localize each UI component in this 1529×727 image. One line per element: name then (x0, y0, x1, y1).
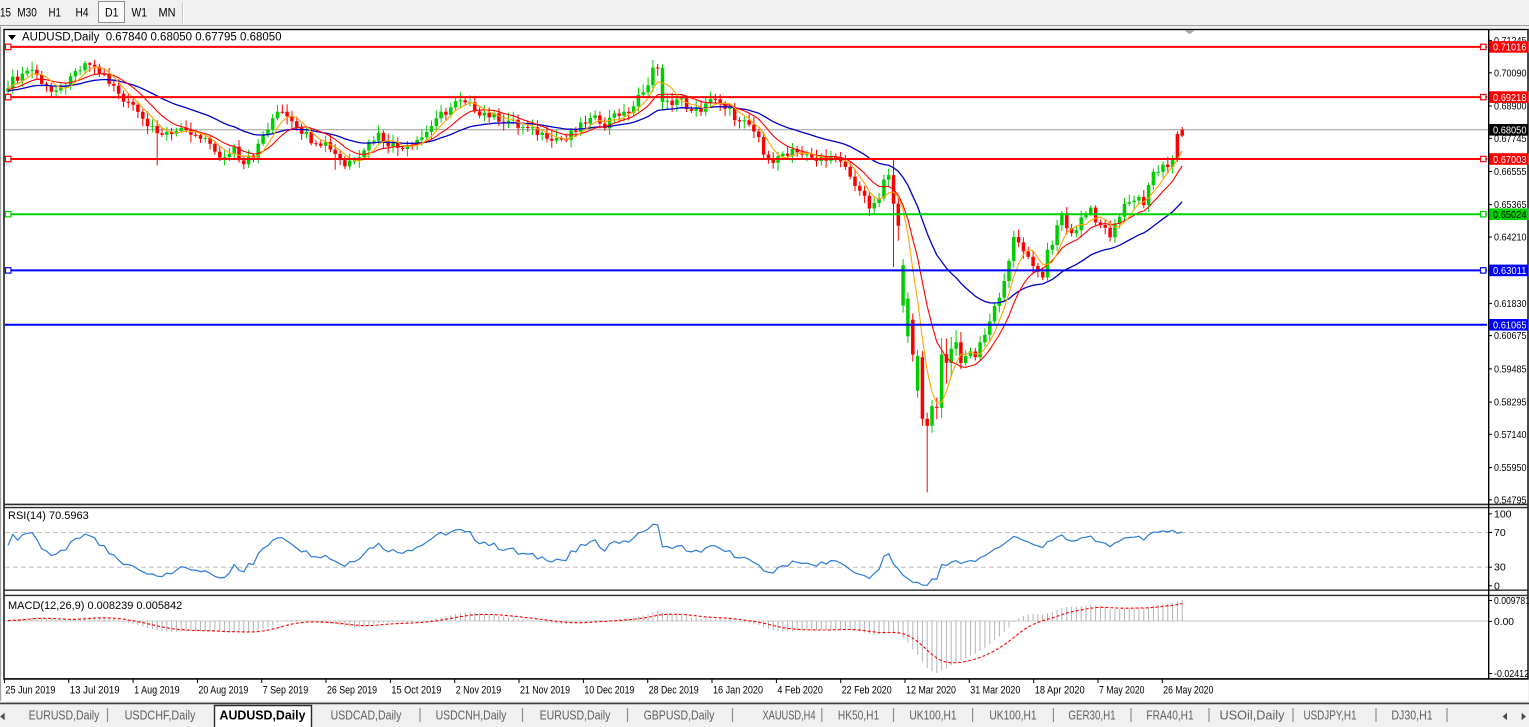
svg-text:EURUSD,Daily: EURUSD,Daily (29, 709, 100, 723)
svg-text:USOil,Daily: USOil,Daily (1220, 709, 1286, 723)
svg-text:0: 0 (1494, 580, 1500, 592)
svg-text:22 Feb 2020: 22 Feb 2020 (842, 685, 892, 697)
svg-text:HK50,H1: HK50,H1 (838, 709, 879, 723)
svg-text:UK100,H1: UK100,H1 (909, 709, 956, 723)
svg-text:0.57140: 0.57140 (1494, 429, 1527, 441)
svg-text:0.71016: 0.71016 (1493, 42, 1527, 54)
svg-text:0.70090: 0.70090 (1494, 67, 1527, 79)
svg-text:0.63011: 0.63011 (1493, 265, 1527, 277)
svg-text:0.69218: 0.69218 (1493, 92, 1527, 104)
svg-text:XAUUSD,H4: XAUUSD,H4 (762, 709, 815, 723)
svg-text:15: 15 (0, 8, 11, 20)
svg-text:0.65365: 0.65365 (1494, 199, 1527, 211)
svg-text:0.68900: 0.68900 (1494, 101, 1527, 113)
svg-text:MN: MN (159, 8, 176, 20)
svg-text:0.65024: 0.65024 (1493, 209, 1527, 221)
svg-text:0.66555: 0.66555 (1494, 166, 1527, 178)
svg-text:18 Apr 2020: 18 Apr 2020 (1035, 685, 1085, 697)
svg-text:100: 100 (1494, 508, 1512, 520)
svg-text:DJ30,H1: DJ30,H1 (1391, 709, 1432, 723)
svg-text:AUDUSD,Daily: AUDUSD,Daily (220, 709, 306, 723)
svg-text:GER30,H1: GER30,H1 (1068, 709, 1115, 723)
svg-text:16 Jan 2020: 16 Jan 2020 (713, 685, 763, 697)
svg-text:1 Aug 2019: 1 Aug 2019 (134, 685, 180, 697)
svg-text:0.54795: 0.54795 (1494, 494, 1527, 506)
svg-text:10 Dec 2019: 10 Dec 2019 (584, 685, 634, 697)
svg-text:M30: M30 (17, 8, 37, 20)
svg-text:USDJPY,H1: USDJPY,H1 (1303, 709, 1356, 723)
svg-text:0.60675: 0.60675 (1494, 330, 1527, 342)
svg-text:25 Jun 2019: 25 Jun 2019 (5, 685, 55, 697)
svg-text:MACD(12,26,9) 0.008239 0.00584: MACD(12,26,9) 0.008239 0.005842 (8, 600, 182, 612)
svg-text:0.00: 0.00 (1494, 616, 1514, 628)
svg-text:USDCAD,Daily: USDCAD,Daily (331, 709, 402, 723)
svg-text:AUDUSD,Daily 0.67840 0.68050: AUDUSD,Daily 0.67840 0.68050 0.67795 0.6… (22, 32, 282, 44)
svg-text:0.64210: 0.64210 (1494, 232, 1527, 244)
svg-text:FRA40,H1: FRA40,H1 (1146, 709, 1193, 723)
svg-text:D1: D1 (105, 8, 119, 20)
svg-text:H4: H4 (76, 8, 90, 20)
svg-text:USDCHF,Daily: USDCHF,Daily (125, 709, 196, 723)
svg-text:2 Nov 2019: 2 Nov 2019 (456, 685, 502, 697)
svg-text:0.67003: 0.67003 (1493, 154, 1527, 166)
svg-text:RSI(14) 70.5963: RSI(14) 70.5963 (8, 510, 89, 522)
svg-text:GBPUSD,Daily: GBPUSD,Daily (644, 709, 715, 723)
svg-text:70: 70 (1494, 527, 1506, 539)
svg-text:21 Nov 2019: 21 Nov 2019 (520, 685, 570, 697)
svg-text:H1: H1 (49, 8, 62, 20)
svg-text:0.61065: 0.61065 (1493, 320, 1527, 332)
svg-text:30: 30 (1494, 562, 1506, 574)
svg-text:UK100,H1: UK100,H1 (989, 709, 1036, 723)
svg-text:0.009781: 0.009781 (1494, 595, 1529, 607)
svg-text:12 Mar 2020: 12 Mar 2020 (906, 685, 956, 697)
svg-text:7 Sep 2019: 7 Sep 2019 (263, 685, 309, 697)
svg-text:28 Dec 2019: 28 Dec 2019 (649, 685, 699, 697)
svg-text:20 Aug 2019: 20 Aug 2019 (198, 685, 248, 697)
svg-text:0.59485: 0.59485 (1494, 363, 1527, 375)
svg-text:0.55950: 0.55950 (1494, 462, 1527, 474)
svg-text:EURUSD,Daily: EURUSD,Daily (540, 709, 611, 723)
svg-text:26 May 2020: 26 May 2020 (1163, 685, 1213, 697)
svg-text:31 Mar 2020: 31 Mar 2020 (970, 685, 1020, 697)
svg-text:0.61830: 0.61830 (1494, 298, 1527, 310)
svg-text:-0.024128: -0.024128 (1494, 668, 1529, 680)
svg-text:0.58295: 0.58295 (1494, 397, 1527, 409)
svg-text:0.68050: 0.68050 (1493, 125, 1527, 137)
svg-text:4 Feb 2020: 4 Feb 2020 (777, 685, 823, 697)
svg-text:W1: W1 (132, 8, 148, 20)
svg-text:0.67745: 0.67745 (1494, 133, 1527, 145)
svg-text:15 Oct 2019: 15 Oct 2019 (391, 685, 441, 697)
svg-text:USDCNH,Daily: USDCNH,Daily (436, 709, 507, 723)
svg-text:26 Sep 2019: 26 Sep 2019 (327, 685, 377, 697)
svg-text:7 May 2020: 7 May 2020 (1099, 685, 1145, 697)
svg-text:13 Jul 2019: 13 Jul 2019 (70, 685, 120, 697)
